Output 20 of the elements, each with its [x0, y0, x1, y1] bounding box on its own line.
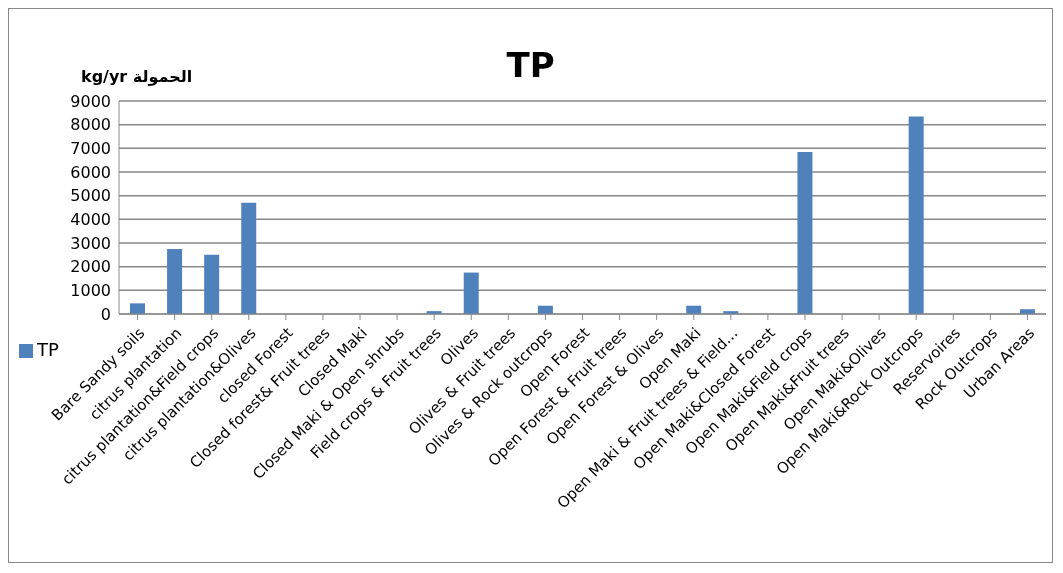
bar	[130, 303, 145, 314]
y-tick-label: 1000	[70, 281, 111, 301]
y-axis-title: kg/yr الحمولة	[81, 67, 193, 86]
y-tick-label: 3000	[70, 233, 111, 253]
bar	[167, 248, 183, 314]
y-tick-label: 5000	[70, 186, 111, 206]
legend-label: TP	[37, 339, 59, 360]
bar	[463, 272, 479, 314]
y-tick-label: 9000	[70, 91, 111, 111]
bar	[241, 202, 257, 314]
y-tick-label: 8000	[70, 115, 111, 135]
y-tick-label: 4000	[70, 210, 111, 230]
y-tick-label: 2000	[70, 257, 111, 277]
y-tick-label: 7000	[70, 139, 111, 159]
bar	[797, 151, 813, 314]
bar	[204, 254, 220, 314]
chart-title: TP	[506, 45, 555, 85]
bar	[908, 116, 924, 314]
y-tick-label: 6000	[70, 162, 111, 182]
y-tick-label: 0	[100, 304, 111, 324]
